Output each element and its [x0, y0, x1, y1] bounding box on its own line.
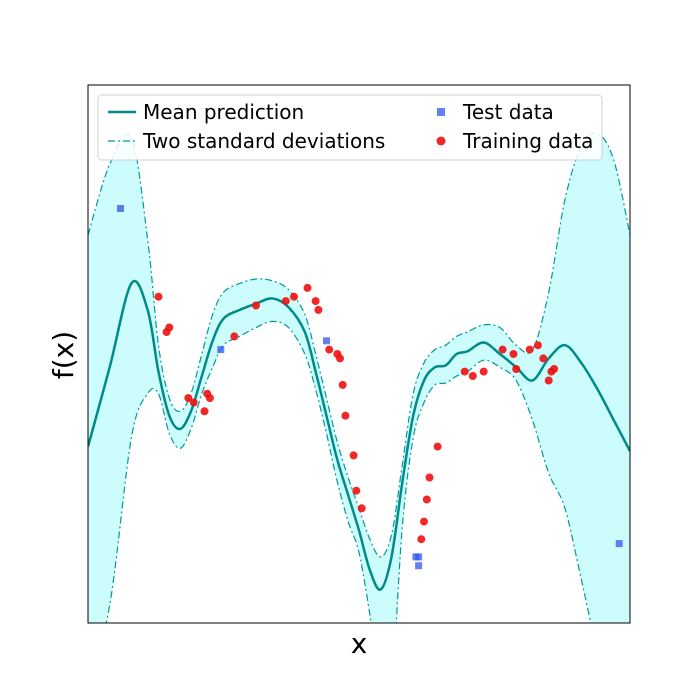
training-data-point [420, 517, 428, 526]
training-data-point [336, 354, 344, 363]
test-data-point [217, 346, 225, 354]
training-data-point [314, 305, 323, 314]
test-data-point [615, 540, 623, 548]
legend-train-label: Training data [462, 129, 593, 153]
training-data-point [352, 486, 361, 495]
training-data-point [422, 495, 431, 504]
test-data-point [117, 205, 124, 212]
legend: Mean prediction Two standard deviations … [97, 94, 603, 161]
training-data-point [205, 394, 214, 403]
legend-test-handle [437, 108, 445, 116]
training-data-point [417, 535, 426, 544]
training-data-point [338, 380, 347, 389]
legend-mean-label: Mean prediction [143, 100, 304, 124]
test-data-point [415, 562, 423, 570]
plot-area [88, 132, 630, 623]
training-data-point [479, 367, 488, 376]
training-data-point [539, 354, 548, 363]
training-data-point [165, 323, 174, 332]
training-data-point [425, 473, 434, 482]
training-data-point [290, 292, 298, 301]
training-data-point [433, 442, 442, 451]
legend-box [97, 94, 603, 161]
training-data-point [230, 332, 239, 341]
training-data-point [498, 345, 507, 354]
training-data-point [189, 398, 198, 407]
training-data-point [460, 367, 469, 376]
training-data-point [525, 345, 534, 354]
x-axis-label: x [351, 627, 368, 660]
training-data-point [200, 407, 209, 416]
test-data-point [323, 337, 330, 345]
training-data-point [252, 301, 260, 310]
training-data-point [184, 394, 193, 403]
training-data-point [154, 292, 163, 301]
training-data-point [509, 350, 518, 358]
training-data-point [550, 365, 559, 373]
confidence-band-fill [88, 132, 630, 623]
legend-band-label: Two standard deviations [142, 129, 385, 153]
training-data-point [533, 341, 542, 350]
training-data-point [349, 451, 358, 460]
training-data-point [544, 376, 553, 385]
training-data-point [468, 372, 477, 380]
legend-test-label: Test data [462, 100, 554, 124]
training-data-point [311, 297, 320, 306]
y-axis-label: f(x) [47, 331, 80, 379]
confidence-band-lower [105, 320, 592, 623]
training-data-point [341, 411, 350, 420]
training-data-point [325, 345, 334, 354]
axes-frame [87, 84, 631, 624]
training-data-point [357, 504, 366, 513]
legend-train-handle [436, 136, 446, 146]
training-data-point [281, 297, 290, 306]
training-data-point [512, 365, 521, 373]
test-data-point [415, 553, 423, 561]
training-data-point [303, 283, 312, 292]
